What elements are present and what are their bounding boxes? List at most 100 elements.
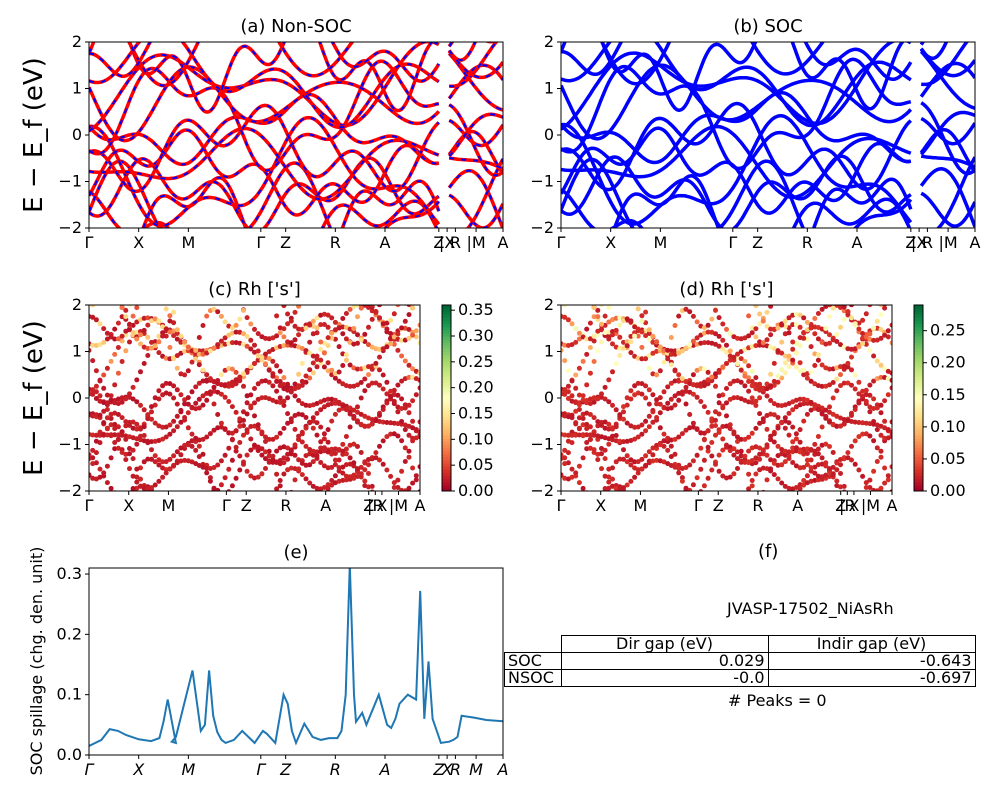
band-point [108,433,114,439]
band-point [569,378,575,384]
band-point [329,401,335,407]
band-point [314,353,320,359]
band-point [362,460,368,466]
band-point [569,393,575,399]
band-point [871,419,877,424]
band-point [882,305,888,311]
band-point [841,489,847,491]
band-point [152,459,158,465]
colorbar-segment [442,317,451,321]
band-point [329,315,335,321]
band-point [863,311,869,317]
band-point [757,321,763,327]
band-point [325,360,331,366]
band-point [149,409,154,415]
band-point [277,368,283,374]
band-point [152,453,158,459]
band-point [101,339,107,345]
band-point [153,503,158,508]
band-point [669,255,674,260]
colorbar-segment [914,444,923,449]
band-point [112,326,118,332]
band-point [336,325,342,331]
band-point [849,382,854,388]
band-point [871,438,877,444]
band-point [130,384,136,390]
colorbar-segment [442,370,451,374]
band-point [388,388,394,394]
band-point [702,515,707,520]
band-point [801,451,807,457]
band-point [716,452,722,458]
band-point [617,346,623,351]
band-point [277,430,283,436]
band-point [749,483,755,489]
band-point [750,523,755,528]
band-point [808,468,814,474]
band-point [355,404,360,410]
band-point [643,418,649,424]
band-point [204,313,210,319]
band-point [691,263,696,268]
band-point [731,273,736,278]
band-point [882,435,888,441]
band-point [621,499,626,504]
band-point [314,420,320,426]
band-point [815,477,821,483]
band-point [628,350,634,356]
band-point [108,485,114,491]
band-point [635,424,641,430]
band-point [879,276,884,281]
band-point [841,366,847,372]
band-point [369,483,375,489]
band-point [632,459,638,465]
band-point [838,457,843,462]
band-point [701,483,707,489]
band-point [665,263,670,268]
colorbar-segment [442,401,451,405]
band-point [576,402,582,408]
band-point [314,485,320,491]
band-point [223,532,228,537]
x-tick-label: Z [432,760,445,779]
band-point [149,485,154,491]
band-point [853,515,858,520]
band-point [775,348,781,354]
band-point [731,446,737,452]
band-point [406,485,412,491]
colorbar-segment [914,332,923,337]
axes-0 [85,41,504,232]
band-point [808,325,814,331]
band-point [830,450,836,455]
band-point [863,334,869,340]
band-point [153,291,158,296]
band-point [749,478,755,483]
band-point [654,397,660,403]
band-point [259,446,265,452]
band-point [647,496,652,501]
band-point [255,448,261,454]
band-point [610,476,615,482]
band-point [576,407,582,412]
band-point [804,411,810,417]
band-point [613,459,619,465]
band-point [882,305,887,307]
band-point [808,369,814,375]
band-point [377,524,382,529]
band-point [856,379,862,385]
band-point [207,478,213,484]
band-point [779,512,784,517]
gap-table-row-label: NSOC [504,669,562,687]
band-point [588,493,593,498]
band-point [727,426,733,432]
band-point [683,401,689,407]
band-point [399,438,405,444]
band-point [576,330,582,336]
band-point [665,384,671,390]
band-point [259,395,265,401]
band-point [149,416,154,422]
band-point [643,333,649,339]
band-point [573,326,579,332]
band-point [650,495,655,500]
band-point [407,276,412,281]
